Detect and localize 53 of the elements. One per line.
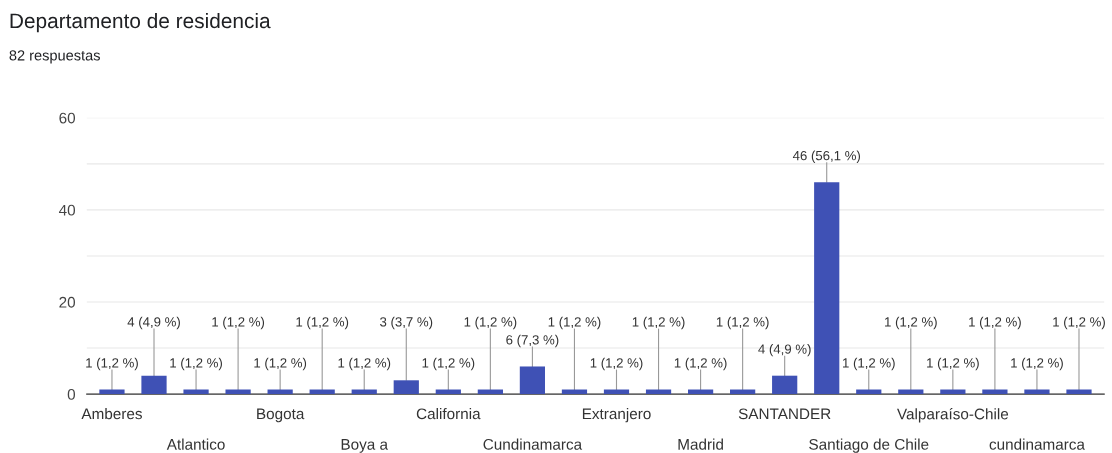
bar [225, 389, 251, 395]
bar [982, 389, 1008, 395]
data-label: 46 (56,1 %) [792, 150, 861, 163]
data-label: 1 (1,2 %) [1011, 357, 1063, 371]
x-tick-label: Valparaíso-Chile [897, 408, 1009, 423]
y-tick-label: 40 [58, 204, 76, 216]
bar [183, 389, 209, 395]
data-label: 1 (1,2 %) [885, 316, 937, 330]
y-tick-label: 20 [59, 296, 76, 308]
y-tick-label: 60 [59, 112, 76, 124]
data-label: 1 (1,2 %) [716, 316, 769, 330]
x-tick-label: Boya a [341, 439, 389, 453]
data-label: 6 (7,3 %) [506, 334, 559, 348]
bar [141, 375, 167, 395]
data-label: 1 (1,2 %) [86, 357, 138, 371]
data-label: 1 (1,2 %) [590, 357, 643, 371]
bar [772, 375, 798, 395]
bar [814, 182, 840, 395]
bar [1066, 389, 1092, 395]
chart-subtitle: 82 respuestas [9, 50, 100, 64]
x-tick-label: cundinamarca [989, 438, 1085, 450]
chart-title: Departamento de residencia [10, 12, 271, 33]
data-label: 4 (4,9 %) [127, 316, 180, 330]
x-tick-label: Extranjero [582, 408, 651, 423]
data-label: 1 (1,2 %) [422, 357, 475, 371]
data-label: 1 (1,2 %) [927, 357, 979, 371]
y-tick-label: 0 [67, 388, 76, 400]
bar [1024, 389, 1050, 395]
bar [393, 380, 419, 395]
bar [519, 366, 546, 395]
x-tick-label: Madrid [678, 438, 723, 450]
data-label: 1 (1,2 %) [548, 316, 601, 330]
x-tick-label: Amberes [81, 408, 142, 420]
data-label: 1 (1,2 %) [632, 316, 685, 330]
x-tick-label: Cundinamarca [483, 438, 583, 450]
data-label: 1 (1,2 %) [674, 357, 727, 371]
data-label: 3 (3,7 %) [380, 316, 433, 330]
x-tick-label: Atlantico [166, 438, 225, 450]
data-label: 1 (1,2 %) [338, 357, 391, 371]
x-tick-label: SANTANDER [738, 408, 831, 420]
x-tick-label: California [416, 408, 481, 420]
data-label: 1 (1,2 %) [464, 316, 517, 330]
x-tick-label: Bogota [257, 408, 305, 423]
data-label: 1 (1,2 %) [843, 357, 895, 371]
x-tick-label: Santiago de Chile [809, 438, 929, 453]
data-label: 1 (1,2 %) [969, 316, 1021, 330]
data-label: 1 (1,2 %) [212, 316, 265, 330]
data-label: 1 (1,2 %) [254, 357, 307, 371]
data-label: 1 (1,2 %) [296, 316, 349, 330]
data-label: 1 (1,2 %) [170, 357, 222, 371]
data-label: 4 (4,9 %) [758, 344, 811, 357]
bar [99, 389, 125, 395]
data-label: 1 (1,2 %) [1053, 316, 1105, 330]
